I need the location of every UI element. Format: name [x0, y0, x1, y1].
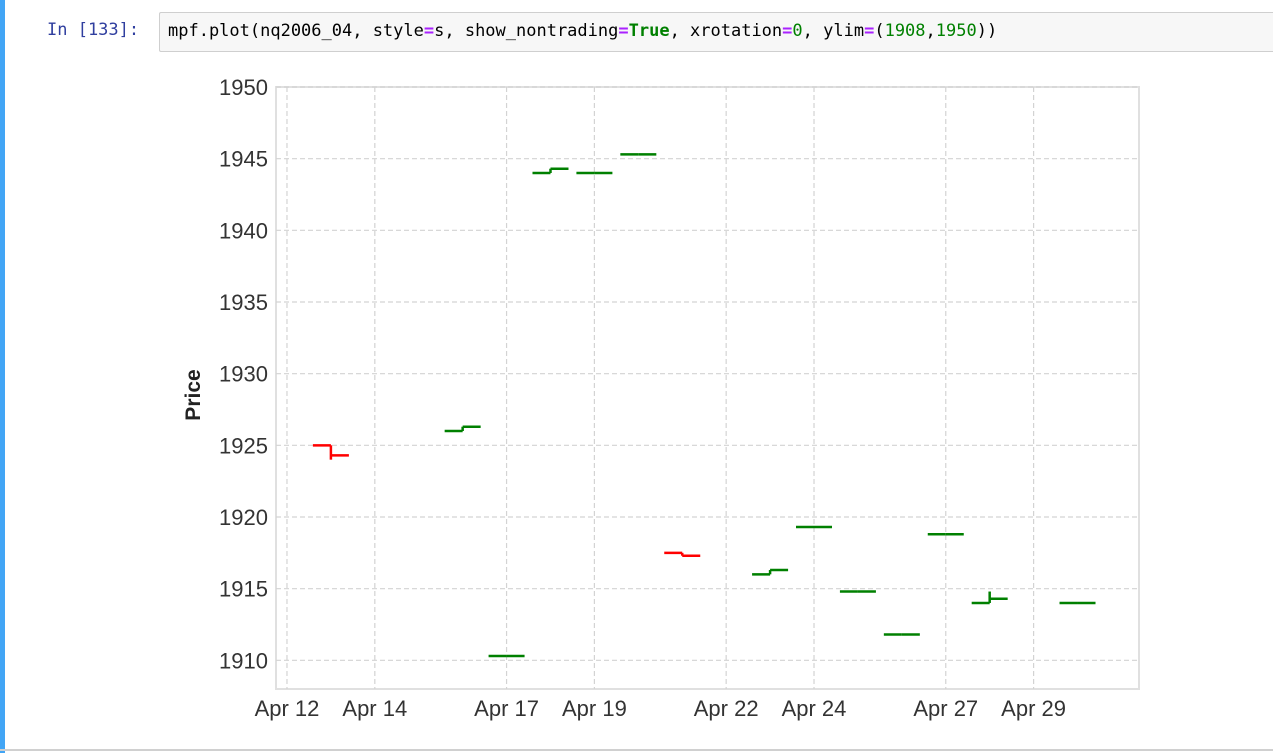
y-tick-label: 1910	[219, 648, 268, 673]
ohlc-bar	[664, 551, 701, 557]
code-token: =	[782, 21, 793, 41]
code-token: 0	[792, 21, 803, 41]
y-axis-label: Price	[182, 369, 205, 420]
ohlc-chart: 1910 1915 1920 1925 1930 1935 1940 1945 1950 Apr…	[182, 75, 1140, 721]
ohlc-bars	[312, 153, 1096, 658]
y-tick-label: 1930	[219, 362, 268, 387]
ohlc-bar	[752, 568, 789, 576]
y-tick-label: 1925	[219, 433, 268, 458]
code-token: =	[618, 21, 629, 41]
ohlc-bar	[444, 425, 481, 433]
y-tick-label: 1945	[219, 147, 268, 172]
cell-divider	[0, 749, 1273, 751]
ohlc-bar	[532, 167, 569, 175]
x-tick-label: Apr 19	[562, 696, 627, 721]
input-prompt: In [133]:	[47, 20, 140, 40]
code-cell-input[interactable]: mpf.plot(nq2006_04, style=s, show_nontra…	[159, 12, 1273, 52]
y-tick-label: 1940	[219, 218, 268, 243]
y-axis-ticks: 1910 1915 1920 1925 1930 1935 1940 1945 1950	[219, 75, 268, 673]
code-token: (	[874, 21, 885, 41]
y-tick-label: 1920	[219, 505, 268, 530]
code-token: =	[423, 21, 435, 41]
x-tick-label: Apr 14	[342, 696, 407, 721]
y-tick-label: 1950	[219, 75, 268, 100]
y-tick-label: 1935	[219, 290, 268, 315]
x-tick-label: Apr 29	[1001, 696, 1066, 721]
code-token: mpf.plot(nq2006_04, style	[168, 21, 424, 41]
y-tick-label: 1915	[219, 577, 268, 602]
code-token: =	[864, 21, 875, 41]
x-tick-label: Apr 22	[694, 696, 759, 721]
x-axis-ticks: Apr 12 Apr 14 Apr 17 Apr 19 Apr 22 Apr 24 Apr …	[255, 696, 1066, 721]
ohlc-bar	[312, 444, 349, 460]
cell-selection-bar	[0, 0, 5, 753]
x-tick-label: Apr 24	[782, 696, 847, 721]
code-token: ,	[925, 21, 936, 41]
x-tick-label: Apr 17	[474, 696, 539, 721]
ohlc-bar	[971, 591, 1008, 605]
code-token: , xrotation	[669, 21, 783, 41]
code-token: 1908	[884, 21, 926, 41]
x-tick-label: Apr 27	[913, 696, 978, 721]
code-token: 1950	[935, 21, 977, 41]
plot-area	[275, 86, 1140, 690]
code-text: mpf.plot(nq2006_04, style=s, show_nontra…	[168, 21, 997, 41]
code-token: s, show_nontrading	[434, 21, 619, 41]
x-tick-label: Apr 12	[255, 696, 320, 721]
code-token: , ylim	[802, 21, 865, 41]
code-token: ))	[976, 21, 998, 41]
grid	[276, 86, 1139, 689]
code-token: True	[628, 21, 670, 41]
